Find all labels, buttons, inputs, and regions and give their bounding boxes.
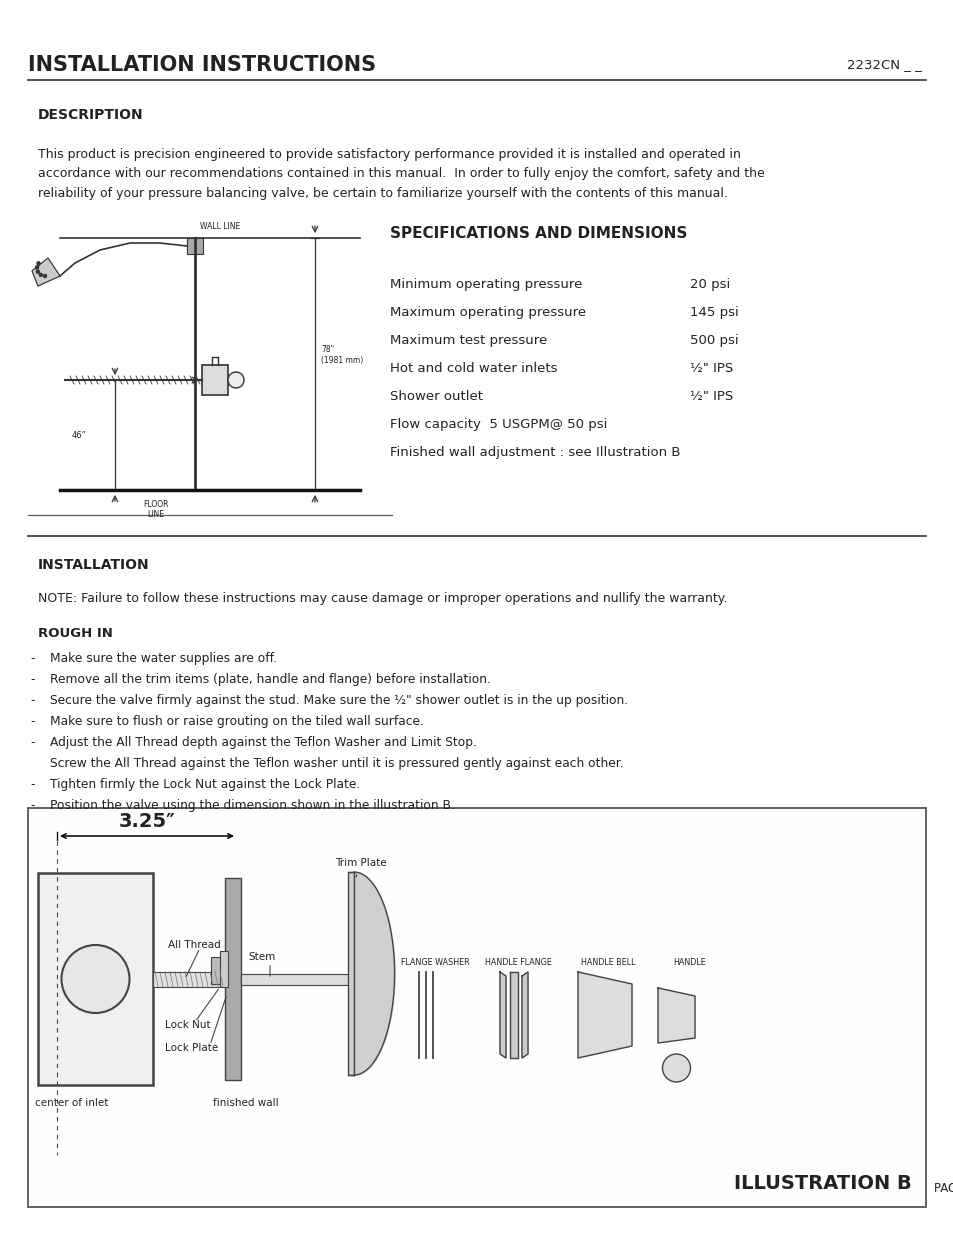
Text: Hot and cold water inlets: Hot and cold water inlets — [390, 362, 557, 375]
Text: This product is precision engineered to provide satisfactory performance provide: This product is precision engineered to … — [38, 148, 764, 200]
Polygon shape — [499, 972, 505, 1058]
Polygon shape — [578, 972, 631, 1058]
Text: Lock Plate: Lock Plate — [165, 1044, 218, 1053]
Text: 46”: 46” — [72, 431, 87, 440]
Polygon shape — [521, 972, 527, 1058]
Bar — [348, 872, 354, 1074]
Text: NOTE: Failure to follow these instructions may cause damage or improper operatio: NOTE: Failure to follow these instructio… — [38, 592, 726, 605]
Text: Screw the All Thread against the Teflon washer until it is pressured gently agai: Screw the All Thread against the Teflon … — [50, 757, 623, 769]
Text: FLANGE WASHER: FLANGE WASHER — [400, 958, 469, 967]
Text: -: - — [30, 736, 34, 748]
Text: ½" IPS: ½" IPS — [689, 390, 733, 403]
Bar — [28, 808, 925, 1207]
Circle shape — [35, 266, 38, 269]
Text: SPECIFICATIONS AND DIMENSIONS: SPECIFICATIONS AND DIMENSIONS — [390, 226, 687, 241]
Text: PAGE 02: PAGE 02 — [933, 1182, 953, 1195]
Text: Trim Plate: Trim Plate — [335, 858, 386, 868]
Text: -: - — [30, 694, 34, 706]
Circle shape — [228, 372, 244, 388]
Text: 2232CN _ _: 2232CN _ _ — [846, 58, 921, 72]
Text: 20 psi: 20 psi — [689, 278, 729, 291]
Text: INSTALLATION INSTRUCTIONS: INSTALLATION INSTRUCTIONS — [28, 56, 375, 75]
Text: All Thread: All Thread — [168, 940, 220, 950]
Text: -: - — [30, 652, 34, 664]
Polygon shape — [658, 988, 695, 1044]
Text: ILLUSTRATION B: ILLUSTRATION B — [734, 1174, 911, 1193]
Bar — [187, 238, 203, 254]
Bar — [225, 878, 241, 1079]
Text: 3.25″: 3.25″ — [118, 811, 175, 831]
Text: finished wall: finished wall — [213, 1098, 278, 1108]
Circle shape — [61, 945, 130, 1013]
Text: Maximum test pressure: Maximum test pressure — [390, 333, 547, 347]
Text: -: - — [30, 673, 34, 685]
Text: HANDLE BELL: HANDLE BELL — [580, 958, 635, 967]
Text: Shower outlet: Shower outlet — [390, 390, 482, 403]
Text: Adjust the All Thread depth against the Teflon Washer and Limit Stop.: Adjust the All Thread depth against the … — [50, 736, 476, 748]
Text: Make sure the water supplies are off.: Make sure the water supplies are off. — [50, 652, 276, 664]
Text: Tighten firmly the Lock Nut against the Lock Plate.: Tighten firmly the Lock Nut against the … — [50, 778, 360, 790]
Text: Make sure to flush or raise grouting on the tiled wall surface.: Make sure to flush or raise grouting on … — [50, 715, 423, 727]
Text: Stem: Stem — [248, 952, 275, 962]
Text: ROUGH IN: ROUGH IN — [38, 627, 112, 640]
Text: Minimum operating pressure: Minimum operating pressure — [390, 278, 581, 291]
Circle shape — [37, 262, 40, 264]
Bar — [38, 873, 152, 1086]
Polygon shape — [32, 258, 60, 287]
Text: -: - — [30, 799, 34, 811]
Circle shape — [661, 1053, 690, 1082]
Bar — [211, 957, 225, 984]
Polygon shape — [510, 972, 517, 1058]
Bar — [202, 366, 228, 395]
Text: -: - — [30, 715, 34, 727]
Text: LINE: LINE — [148, 510, 164, 519]
Text: 145 psi: 145 psi — [689, 306, 738, 319]
Bar — [152, 972, 225, 987]
Text: DESCRIPTION: DESCRIPTION — [38, 107, 144, 122]
Text: FLOOR: FLOOR — [143, 500, 169, 509]
Text: Maximum operating pressure: Maximum operating pressure — [390, 306, 585, 319]
Text: Position the valve using the dimension shown in the illustration B.: Position the valve using the dimension s… — [50, 799, 455, 811]
Text: Finished wall adjustment : see Illustration B: Finished wall adjustment : see Illustrat… — [390, 446, 679, 459]
Text: Lock Nut: Lock Nut — [165, 1020, 211, 1030]
Bar — [241, 973, 355, 984]
Text: ½" IPS: ½" IPS — [689, 362, 733, 375]
Text: Flow capacity  5 USGPM@ 50 psi: Flow capacity 5 USGPM@ 50 psi — [390, 417, 607, 431]
Text: HANDLE FLANGE: HANDLE FLANGE — [484, 958, 551, 967]
Text: HANDLE: HANDLE — [673, 958, 705, 967]
Text: center of inlet: center of inlet — [35, 1098, 109, 1108]
Text: -: - — [30, 778, 34, 790]
Text: Secure the valve firmly against the stud. Make sure the ½" shower outlet is in t: Secure the valve firmly against the stud… — [50, 694, 627, 706]
Text: Remove all the trim items (plate, handle and flange) before installation.: Remove all the trim items (plate, handle… — [50, 673, 491, 685]
Circle shape — [44, 274, 47, 278]
Text: WALL LINE: WALL LINE — [200, 222, 240, 231]
Text: INSTALLATION: INSTALLATION — [38, 558, 150, 572]
Circle shape — [39, 273, 42, 277]
Circle shape — [36, 270, 39, 273]
Bar — [220, 951, 228, 987]
Text: 500 psi: 500 psi — [689, 333, 738, 347]
Text: 78"
(1981 mm): 78" (1981 mm) — [320, 346, 363, 364]
